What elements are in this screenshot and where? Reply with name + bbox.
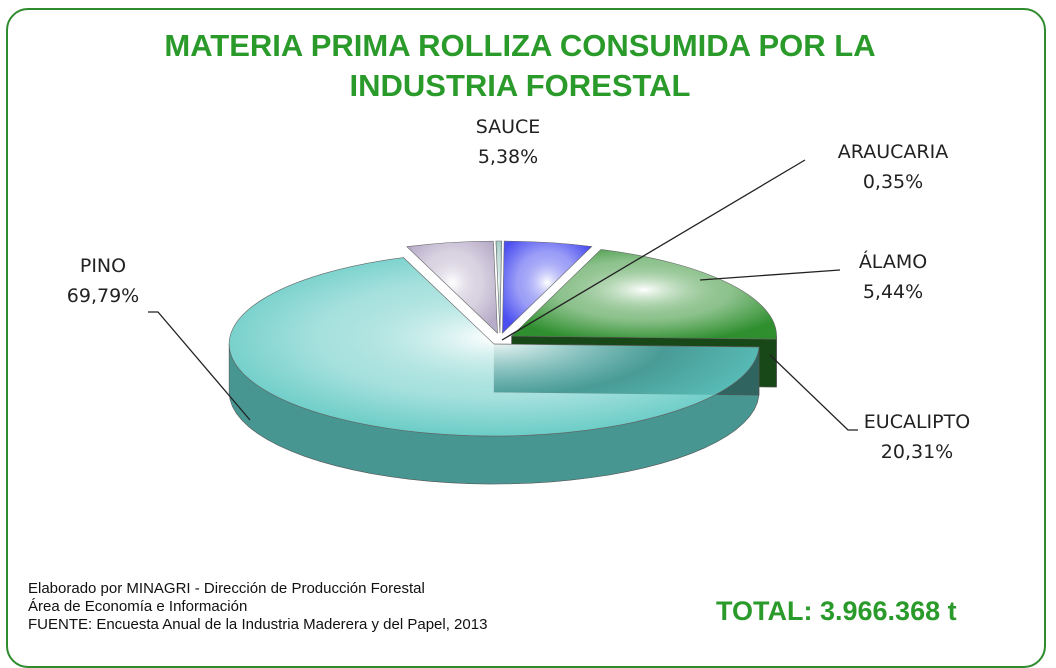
slice-value-label: 20,31% <box>881 441 953 463</box>
slice-label: SAUCE <box>476 116 541 138</box>
slice-label: ÁLAMO <box>859 250 927 273</box>
notes: Elaborado por MINAGRI - Dirección de Pro… <box>28 580 487 634</box>
slice-value-label: 69,79% <box>67 285 139 307</box>
slice-value-label: 5,38% <box>478 146 538 168</box>
total: TOTAL: 3.966.368 t <box>716 596 957 627</box>
slice-value-label: 5,44% <box>863 281 923 303</box>
note: Elaborado por MINAGRI - Dirección de Pro… <box>28 580 487 598</box>
slice-label: EUCALIPTO <box>864 411 970 433</box>
leader-line <box>770 355 858 430</box>
slice-value-label: 0,35% <box>863 171 923 193</box>
note: Área de Economía e Información <box>28 598 487 616</box>
slice-label: ARAUCARIA <box>838 141 948 163</box>
note: FUENTE: Encuesta Anual de la Industria M… <box>28 616 487 634</box>
slice-label: PINO <box>80 255 126 277</box>
leader-line <box>700 270 840 280</box>
